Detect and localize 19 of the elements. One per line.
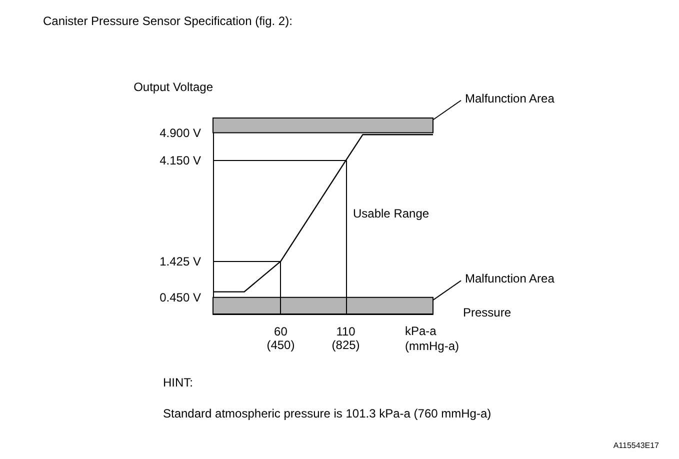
x-axis-title: kPa-a xyxy=(405,324,437,338)
chart-title: Canister Pressure Sensor Specification (fig. 2): xyxy=(43,14,292,28)
y-tick-label: 0.450 V xyxy=(160,290,201,304)
band-label: Malfunction Area xyxy=(465,272,555,286)
text: Pressure xyxy=(463,306,512,320)
y-axis-title: Output Voltage xyxy=(134,80,214,94)
annotation: Usable Range xyxy=(353,206,430,220)
x2-tick-label: (450) xyxy=(266,338,295,352)
x2-tick-label: (825) xyxy=(332,338,360,352)
x-tick-label: 60 xyxy=(274,324,288,338)
y-tick-label: 1.425 V xyxy=(160,254,201,268)
y-tick-label: 4.900 V xyxy=(160,126,201,140)
x-tick-label: 110 xyxy=(336,324,356,338)
text: HINT: xyxy=(163,376,193,390)
text: A115543E17 xyxy=(613,441,660,450)
band-label: Malfunction Area xyxy=(465,91,555,106)
y-tick-label: 4.150 V xyxy=(160,154,201,168)
x2-axis-title: (mmHg-a) xyxy=(405,339,459,353)
text: Standard atmospheric pressure is 101.3 kPa-a (760 mmHg-a) xyxy=(163,406,492,420)
